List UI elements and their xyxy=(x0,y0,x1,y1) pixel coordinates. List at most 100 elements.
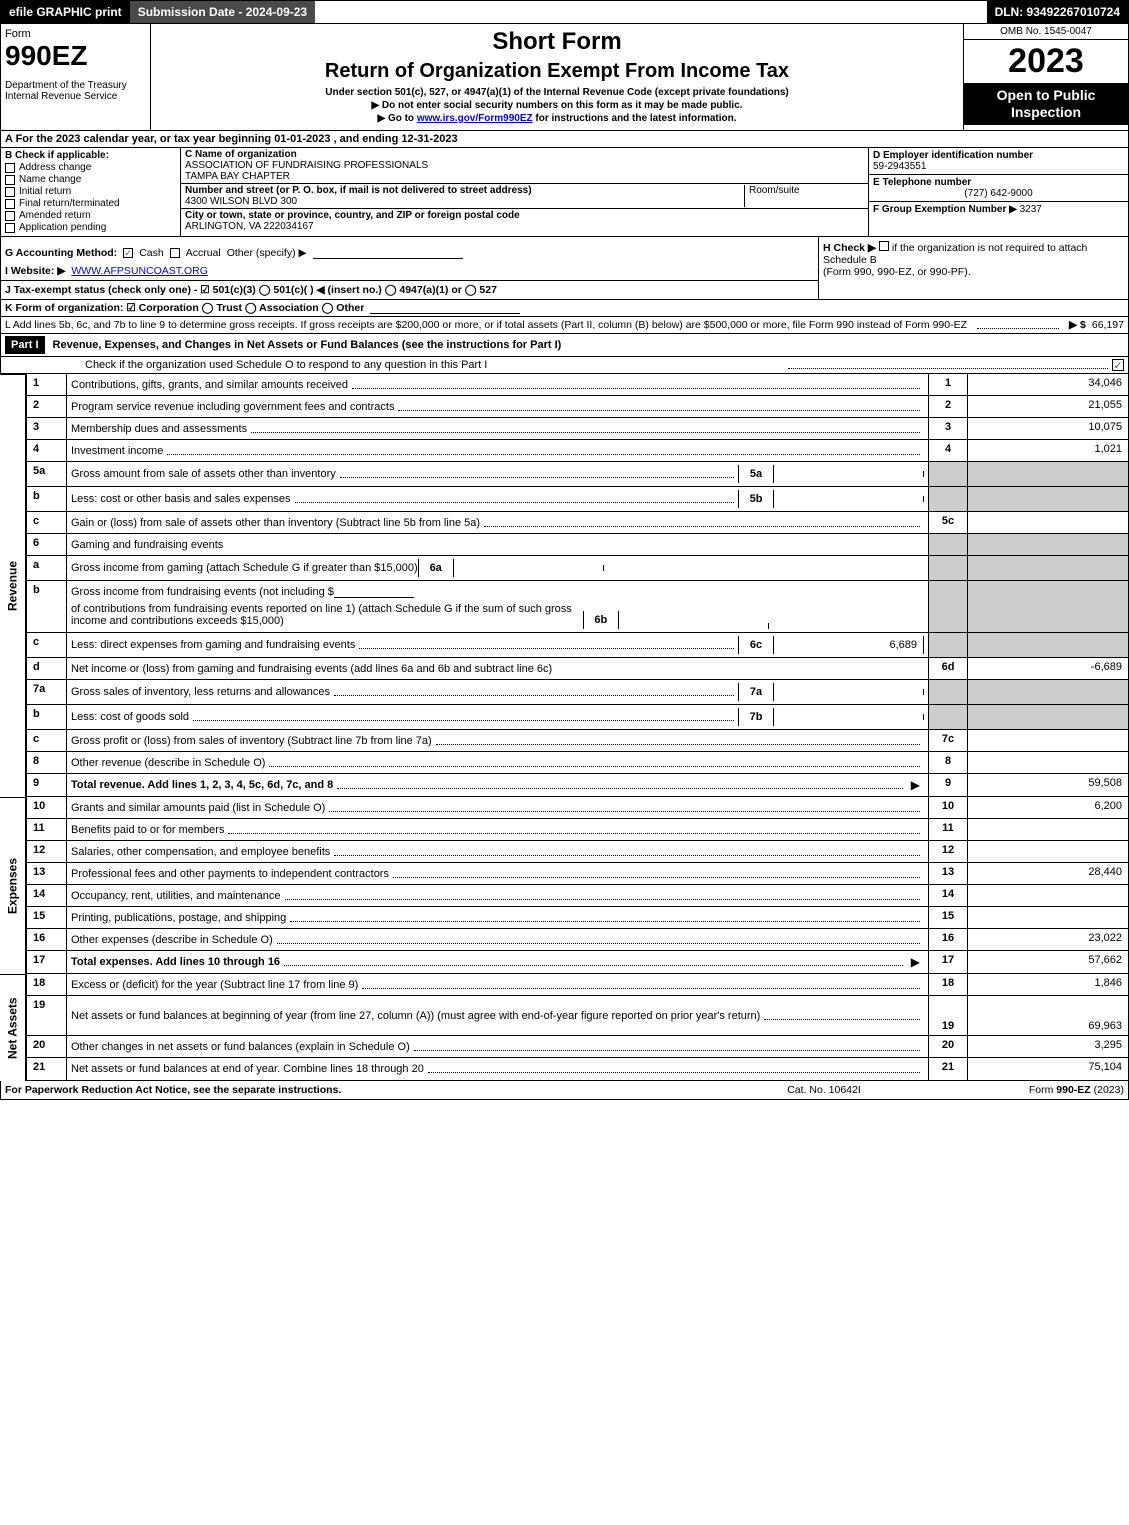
line-7b-subvalue xyxy=(774,714,924,720)
line-17-value: 57,662 xyxy=(968,951,1128,973)
irs-link[interactable]: www.irs.gov/Form990EZ xyxy=(417,113,533,124)
checkbox-h-not-required[interactable] xyxy=(879,241,889,251)
checkbox-application-pending[interactable] xyxy=(5,223,15,233)
open-to-public-inspection: Open to Public Inspection xyxy=(964,83,1128,125)
checkbox-schedule-o[interactable] xyxy=(1112,359,1124,371)
part-1-check-text: Check if the organization used Schedule … xyxy=(5,359,784,371)
line-3-value: 10,075 xyxy=(968,418,1128,439)
line-4-value: 1,021 xyxy=(968,440,1128,461)
org-name: ASSOCIATION OF FUNDRAISING PROFESSIONALS xyxy=(185,160,864,171)
line-19-value: 69,963 xyxy=(968,996,1128,1035)
f-label: F Group Exemption Number ▶ xyxy=(873,204,1017,215)
info-block: B Check if applicable: Address change Na… xyxy=(0,148,1129,237)
line-5c-value xyxy=(968,512,1128,533)
form-header-right: OMB No. 1545-0047 2023 Open to Public In… xyxy=(963,24,1128,130)
info-right: D Employer identification number 59-2943… xyxy=(868,148,1128,236)
line-11-value xyxy=(968,819,1128,840)
section-b-checkboxes: B Check if applicable: Address change Na… xyxy=(1,148,181,236)
checkbox-name-change[interactable] xyxy=(5,175,15,185)
g-label: G Accounting Method: xyxy=(5,247,117,259)
line-10-value: 6,200 xyxy=(968,797,1128,818)
part-1-header-row: Part I Revenue, Expenses, and Changes in… xyxy=(0,334,1129,357)
form-word: Form xyxy=(5,28,146,40)
submission-date-label: Submission Date - 2024-09-23 xyxy=(130,1,315,23)
subtitle-1: Under section 501(c), 527, or 4947(a)(1)… xyxy=(155,87,959,98)
room-suite-label: Room/suite xyxy=(749,185,800,196)
other-specify-input[interactable] xyxy=(313,247,463,259)
line-20-value: 3,295 xyxy=(968,1036,1128,1057)
checkbox-amended-return[interactable] xyxy=(5,211,15,221)
website-link[interactable]: WWW.AFPSUNCOAST.ORG xyxy=(71,265,208,277)
arrow-icon: ▶ xyxy=(911,955,920,969)
side-label-revenue: Revenue xyxy=(0,374,26,797)
org-street: 4300 WILSON BLVD 300 xyxy=(185,196,297,207)
d-label: D Employer identification number xyxy=(873,150,1033,161)
c-street-label: Number and street (or P. O. box, if mail… xyxy=(185,185,532,196)
gh-block: G Accounting Method: Cash Accrual Other … xyxy=(0,237,1129,300)
org-city: ARLINGTON, VA 222034167 xyxy=(185,221,864,232)
e-label: E Telephone number xyxy=(873,177,971,188)
return-title: Return of Organization Exempt From Incom… xyxy=(155,60,959,83)
line-7a-subvalue xyxy=(774,689,924,695)
tax-year: 2023 xyxy=(964,40,1128,83)
section-c-org-info: C Name of organization ASSOCIATION OF FU… xyxy=(181,148,868,236)
org-name-2: TAMPA BAY CHAPTER xyxy=(185,171,864,182)
checkbox-cash[interactable] xyxy=(123,248,133,258)
l-gross-receipts: L Add lines 5b, 6c, and 7b to line 9 to … xyxy=(0,317,1129,334)
line-6b-subvalue xyxy=(619,623,769,629)
top-bar: efile GRAPHIC print Submission Date - 20… xyxy=(0,0,1129,24)
page-footer: For Paperwork Reduction Act Notice, see … xyxy=(0,1081,1129,1100)
j-tax-exempt-status: J Tax-exempt status (check only one) - ☑… xyxy=(5,284,497,296)
k-form-of-organization: K Form of organization: ☑ Corporation ◯ … xyxy=(0,300,1129,317)
c-city-label: City or town, state or province, country… xyxy=(185,210,864,221)
part-1-check-row: Check if the organization used Schedule … xyxy=(0,357,1129,374)
footer-center: Cat. No. 10642I xyxy=(724,1084,924,1096)
line-1-value: 34,046 xyxy=(968,374,1128,395)
line-6a-subvalue xyxy=(454,565,604,571)
line-6b-amount-input[interactable] xyxy=(334,586,414,598)
efile-print-button[interactable]: efile GRAPHIC print xyxy=(1,1,130,23)
line-14-value xyxy=(968,885,1128,906)
line-7c-value xyxy=(968,730,1128,751)
b-label: B Check if applicable: xyxy=(5,150,176,161)
line-18-value: 1,846 xyxy=(968,974,1128,995)
checkbox-initial-return[interactable] xyxy=(5,187,15,197)
side-label-expenses: Expenses xyxy=(0,797,26,974)
k-other-input[interactable] xyxy=(370,302,520,314)
c-name-label: C Name of organization xyxy=(185,149,864,160)
checkbox-address-change[interactable] xyxy=(5,163,15,173)
line-5a-subvalue xyxy=(774,471,924,477)
section-a-tax-year: A For the 2023 calendar year, or tax yea… xyxy=(0,131,1129,148)
line-16-value: 23,022 xyxy=(968,929,1128,950)
checkbox-final-return[interactable] xyxy=(5,199,15,209)
line-15-value xyxy=(968,907,1128,928)
part-1-label: Part I xyxy=(5,336,45,354)
group-exemption-value: 3237 xyxy=(1020,204,1042,215)
h-label-1: H Check ▶ xyxy=(823,242,876,254)
subtitle-2: ▶ Do not enter social security numbers o… xyxy=(155,100,959,111)
footer-right: Form 990-EZ (2023) xyxy=(924,1084,1124,1096)
form-header-left: Form 990EZ Department of the Treasury In… xyxy=(1,24,151,130)
short-form-title: Short Form xyxy=(155,28,959,56)
phone-value: (727) 642-9000 xyxy=(873,188,1124,199)
i-label: I Website: ▶ xyxy=(5,265,65,277)
line-5b-subvalue xyxy=(774,496,924,502)
arrow-icon: ▶ xyxy=(911,778,920,792)
form-number: 990EZ xyxy=(5,40,88,71)
gross-receipts-value: 66,197 xyxy=(1092,319,1124,331)
subtitle-3: ▶ Go to www.irs.gov/Form990EZ for instru… xyxy=(155,113,959,124)
checkbox-accrual[interactable] xyxy=(170,248,180,258)
form-header: Form 990EZ Department of the Treasury In… xyxy=(0,24,1129,131)
department-label: Department of the Treasury Internal Reve… xyxy=(5,80,146,102)
omb-number: OMB No. 1545-0047 xyxy=(964,24,1128,40)
part-1-title: Revenue, Expenses, and Changes in Net As… xyxy=(53,339,1124,351)
line-9-value: 59,508 xyxy=(968,774,1128,796)
line-6c-subvalue: 6,689 xyxy=(774,636,924,654)
line-6d-value: -6,689 xyxy=(968,658,1128,679)
side-label-net-assets: Net Assets xyxy=(0,974,26,1081)
dln-label: DLN: 93492267010724 xyxy=(987,1,1128,23)
form-header-center: Short Form Return of Organization Exempt… xyxy=(151,24,963,130)
line-13-value: 28,440 xyxy=(968,863,1128,884)
line-2-value: 21,055 xyxy=(968,396,1128,417)
ein-value: 59-2943551 xyxy=(873,161,926,172)
